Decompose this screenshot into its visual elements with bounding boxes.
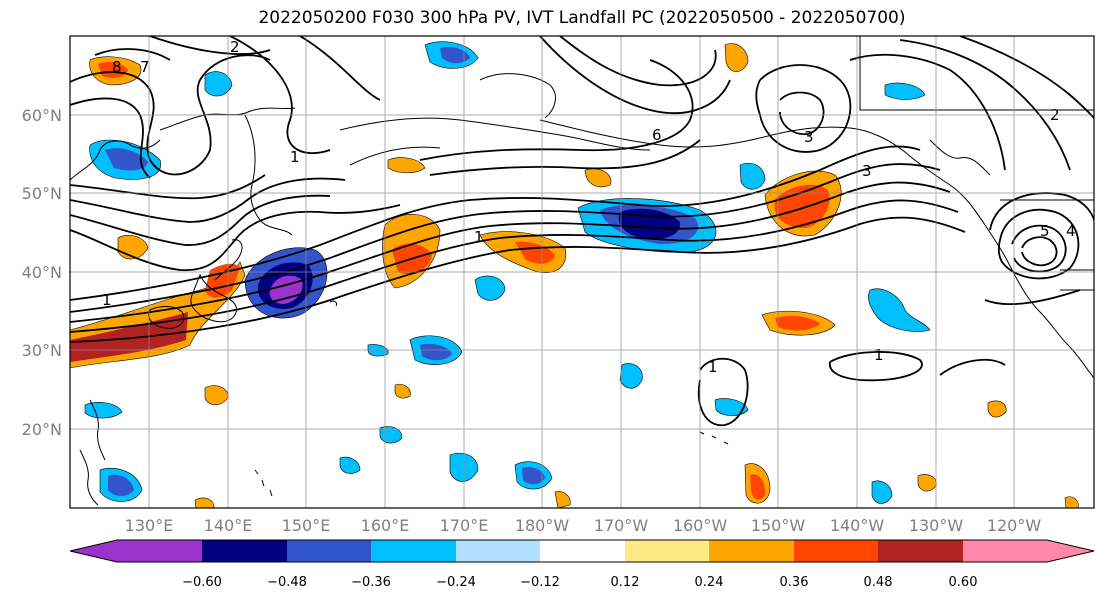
colorbar-segment [878,540,963,562]
contour-label: 4 [1066,222,1076,240]
contour-label: 7 [140,58,150,76]
contour-label: 3 [862,162,872,180]
lon-label: 160°E [361,516,410,535]
lon-label: 170°E [440,516,489,535]
lat-label: 40°N [22,263,62,282]
colorbar-segment [709,540,794,562]
contour-label: 8 [112,58,122,76]
lat-label: 50°N [22,184,62,203]
colorbar-segment [540,540,625,562]
colorbar-tick: −0.60 [182,575,222,590]
pv-contours [70,36,1094,426]
longitude-labels: 130°E 140°E 150°E 160°E 170°E 180°W 170°… [125,516,1042,535]
colorbar-tick: 0.12 [611,575,640,590]
contour-label: 1 [708,358,718,376]
lon-label: 130°E [125,516,174,535]
anomaly-dateline-core [515,241,555,264]
colorbar-extend-low [70,540,117,562]
lon-label: 170°W [594,516,649,535]
map-title: 2022050200 F030 300 hPa PV, IVT Landfall… [258,8,906,28]
lon-label: 140°W [830,516,885,535]
colorbar-segment [371,540,456,562]
shaded-pc-anomalies [70,41,1079,508]
contour-label: 2 [230,38,240,56]
colorbar-tick: 0.24 [695,575,724,590]
colorbar-segment [202,540,287,562]
contour-label: 1 [290,148,300,166]
lon-label: 130°W [909,516,964,535]
contour-label: 1 [102,291,112,309]
colorbar-tick: 0.60 [949,575,978,590]
map-frame [69,35,1095,509]
colorbar-segment [794,540,878,562]
lon-label: 140°E [204,516,253,535]
colorbar-tick: −0.48 [267,575,307,590]
colorbar-segments [70,540,1094,562]
colorbar: −0.60 −0.48 −0.36 −0.24 −0.12 0.12 0.24 … [69,539,1095,590]
lon-label: 120°W [987,516,1042,535]
colorbar-tick: −0.12 [520,575,560,590]
colorbar-segment [287,540,371,562]
contour-label: 5 [1040,222,1050,240]
colorbar-segment [456,540,540,562]
colorbar-segment [963,540,1047,562]
latitude-labels: 60°N 50°N 40°N 30°N 20°N [22,106,62,439]
colorbar-outline [69,539,1095,563]
anomaly-gulf-alaska-core [774,184,830,228]
contour-label: 3 [804,128,814,146]
contour-label: 1 [874,346,884,364]
contour-label: 6 [652,126,662,144]
lat-label: 30°N [22,341,62,360]
colorbar-tick: −0.36 [351,575,391,590]
colorbar-tick: 0.36 [780,575,809,590]
gridlines [70,36,1094,508]
colorbar-tick: −0.24 [436,575,476,590]
colorbar-segment [117,540,202,562]
lon-label: 150°W [751,516,806,535]
colorbar-ticks: −0.60 −0.48 −0.36 −0.24 −0.12 0.12 0.24 … [182,575,977,590]
coastlines [70,36,1094,506]
lon-label: 180°W [515,516,570,535]
colorbar-tick: 0.48 [864,575,893,590]
colorbar-extend-high [1047,540,1094,562]
colorbar-segment [625,540,709,562]
lon-label: 160°W [673,516,728,535]
contour-label: 1 [474,228,484,246]
lon-label: 150°E [282,516,331,535]
lat-label: 20°N [22,420,62,439]
lat-label: 60°N [22,106,62,125]
